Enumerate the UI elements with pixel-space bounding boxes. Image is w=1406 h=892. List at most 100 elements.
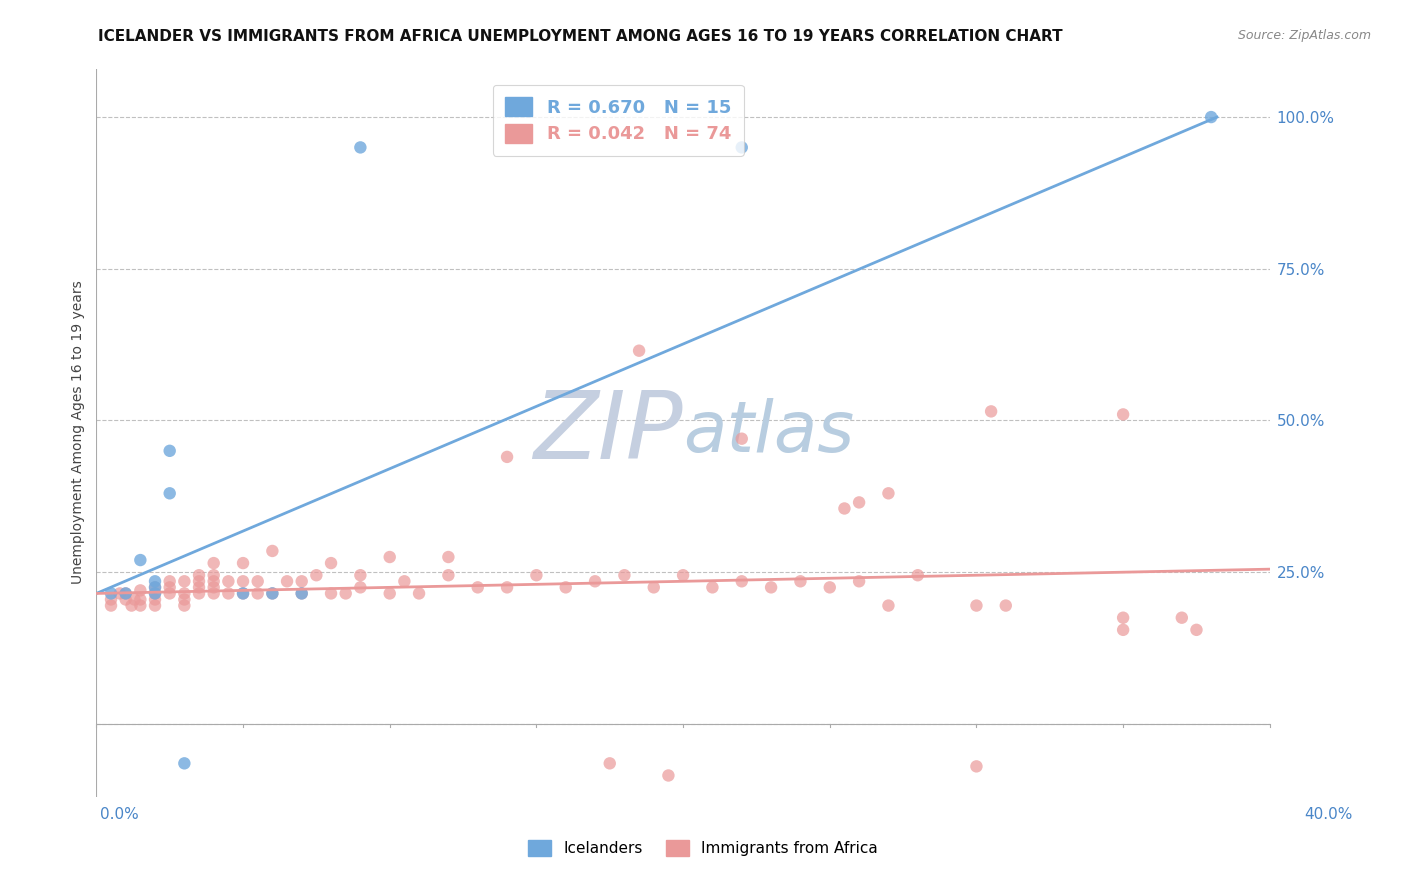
Point	[378, 549, 401, 564]
Point	[437, 568, 460, 582]
Point	[173, 586, 195, 600]
Text: Source: ZipAtlas.com: Source: ZipAtlas.com	[1237, 29, 1371, 43]
Point	[291, 586, 314, 600]
Point	[643, 580, 665, 594]
Point	[217, 586, 239, 600]
Point	[583, 574, 606, 589]
Point	[980, 404, 1002, 418]
Point	[408, 586, 430, 600]
Point	[159, 574, 181, 589]
Text: 40.0%: 40.0%	[1305, 807, 1353, 822]
Point	[159, 486, 181, 500]
Point	[965, 599, 987, 613]
Point	[188, 568, 211, 582]
Point	[994, 599, 1017, 613]
Point	[100, 599, 122, 613]
Point	[173, 574, 195, 589]
Point	[319, 556, 342, 570]
Point	[672, 568, 695, 582]
Point	[1112, 623, 1135, 637]
Point	[1199, 110, 1222, 124]
Point	[217, 574, 239, 589]
Point	[305, 568, 328, 582]
Point	[202, 580, 225, 594]
Text: ZIP: ZIP	[533, 387, 683, 478]
Point	[143, 586, 166, 600]
Point	[114, 586, 136, 600]
Point	[100, 592, 122, 607]
Point	[246, 574, 269, 589]
Point	[759, 580, 782, 594]
Point	[657, 768, 679, 782]
Point	[702, 580, 724, 594]
Point	[731, 574, 754, 589]
Point	[143, 574, 166, 589]
Point	[319, 586, 342, 600]
Point	[143, 586, 166, 600]
Point	[143, 592, 166, 607]
Point	[232, 586, 254, 600]
Point	[108, 586, 131, 600]
Point	[124, 592, 146, 607]
Point	[202, 586, 225, 600]
Point	[114, 592, 136, 607]
Point	[100, 586, 122, 600]
Point	[173, 599, 195, 613]
Y-axis label: Unemployment Among Ages 16 to 19 years: Unemployment Among Ages 16 to 19 years	[72, 281, 86, 584]
Text: ICELANDER VS IMMIGRANTS FROM AFRICA UNEMPLOYMENT AMONG AGES 16 TO 19 YEARS CORRE: ICELANDER VS IMMIGRANTS FROM AFRICA UNEM…	[98, 29, 1063, 45]
Point	[554, 580, 576, 594]
Point	[965, 759, 987, 773]
Point	[232, 556, 254, 570]
Legend: Icelanders, Immigrants from Africa: Icelanders, Immigrants from Africa	[522, 834, 884, 862]
Point	[202, 556, 225, 570]
Point	[143, 599, 166, 613]
Point	[159, 580, 181, 594]
Point	[129, 583, 152, 598]
Text: 0.0%: 0.0%	[100, 807, 139, 822]
Point	[129, 592, 152, 607]
Point	[173, 756, 195, 771]
Point	[159, 586, 181, 600]
Point	[378, 586, 401, 600]
Point	[877, 599, 900, 613]
Point	[202, 574, 225, 589]
Point	[129, 599, 152, 613]
Point	[188, 586, 211, 600]
Point	[437, 549, 460, 564]
Point	[114, 586, 136, 600]
Point	[143, 580, 166, 594]
Point	[262, 544, 284, 558]
Point	[173, 592, 195, 607]
Point	[496, 580, 519, 594]
Point	[613, 568, 636, 582]
Point	[907, 568, 929, 582]
Point	[291, 586, 314, 600]
Point	[848, 495, 870, 509]
Point	[232, 586, 254, 600]
Legend: R = 0.670   N = 15, R = 0.042   N = 74: R = 0.670 N = 15, R = 0.042 N = 74	[492, 85, 744, 156]
Point	[349, 568, 371, 582]
Point	[121, 599, 143, 613]
Point	[143, 580, 166, 594]
Point	[496, 450, 519, 464]
Point	[467, 580, 489, 594]
Point	[129, 553, 152, 567]
Point	[349, 140, 371, 154]
Point	[1112, 610, 1135, 624]
Point	[526, 568, 548, 582]
Text: atlas: atlas	[683, 398, 855, 467]
Point	[1171, 610, 1194, 624]
Point	[246, 586, 269, 600]
Point	[818, 580, 841, 594]
Point	[188, 580, 211, 594]
Point	[262, 586, 284, 600]
Point	[848, 574, 870, 589]
Point	[731, 432, 754, 446]
Point	[262, 586, 284, 600]
Point	[1112, 408, 1135, 422]
Point	[276, 574, 298, 589]
Point	[628, 343, 651, 358]
Point	[232, 574, 254, 589]
Point	[394, 574, 416, 589]
Point	[599, 756, 621, 771]
